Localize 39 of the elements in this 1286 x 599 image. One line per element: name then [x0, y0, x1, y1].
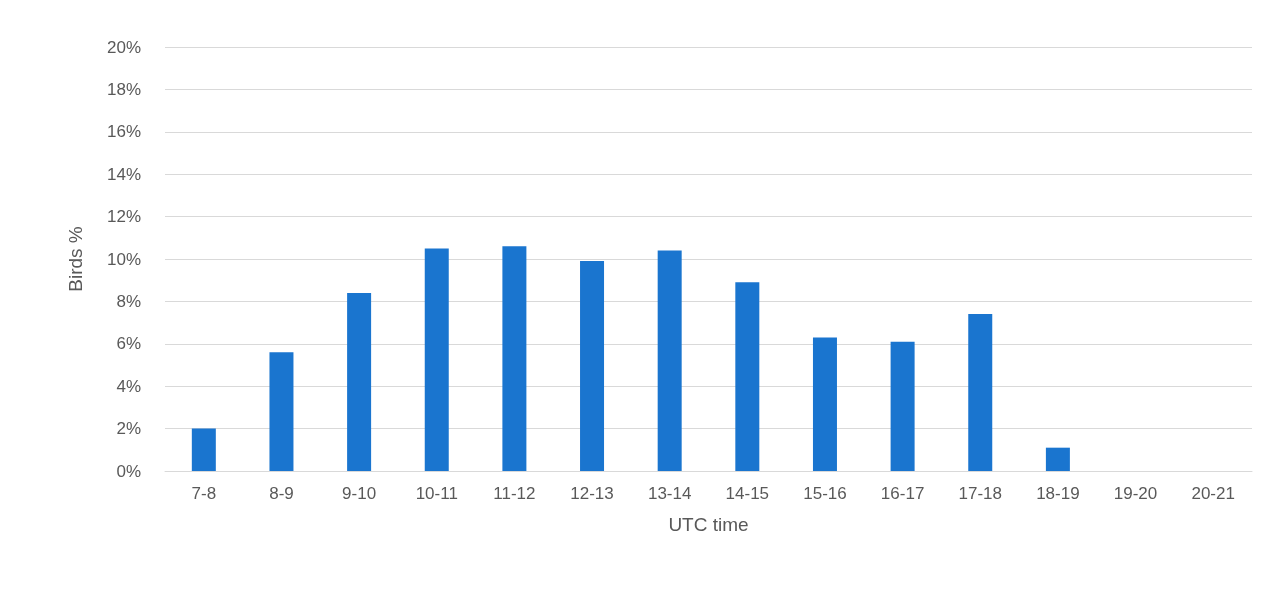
x-tick-label: 16-17 [880, 484, 925, 503]
bar [657, 250, 682, 471]
y-tick-label: 20% [106, 37, 141, 57]
bar [502, 246, 527, 471]
x-tick-label: 10-11 [415, 484, 458, 503]
y-tick-label: 18% [106, 79, 141, 99]
y-tick-label: 8% [116, 291, 141, 311]
bar [735, 282, 760, 471]
x-tick-label: 7-8 [191, 484, 217, 503]
bar [580, 261, 605, 471]
x-tick-label: 17-18 [958, 484, 1002, 503]
y-tick-label: 4% [116, 376, 141, 396]
y-tick-label: 6% [116, 334, 141, 354]
x-tick-label: 19-20 [1113, 484, 1158, 503]
bar [347, 292, 372, 471]
bar [191, 428, 216, 471]
bar [424, 248, 449, 471]
bar [1045, 447, 1070, 471]
y-tick-label: 16% [106, 122, 141, 142]
x-tick-label: 11-12 [493, 484, 536, 503]
bar [968, 314, 993, 471]
y-tick-label: 2% [116, 419, 141, 439]
x-axis-title: UTC time [668, 514, 749, 535]
x-tick-label: 13-14 [647, 484, 692, 503]
x-tick-label: 14-15 [725, 484, 770, 503]
y-tick-label: 10% [106, 249, 141, 269]
y-tick-label: 14% [106, 164, 141, 184]
y-tick-label: 0% [116, 461, 141, 481]
x-tick-label: 9-10 [342, 484, 377, 503]
y-axis-title: Birds % [65, 226, 86, 292]
y-tick-label: 12% [106, 207, 141, 227]
x-tick-label: 8-9 [269, 484, 294, 503]
bar [890, 341, 915, 471]
bar [812, 337, 837, 471]
x-tick-label: 18-19 [1036, 484, 1080, 503]
x-tick-label: 20-21 [1191, 484, 1235, 503]
x-tick-label: 15-16 [803, 484, 847, 503]
bar [269, 352, 294, 471]
x-tick-label: 12-13 [570, 484, 614, 503]
